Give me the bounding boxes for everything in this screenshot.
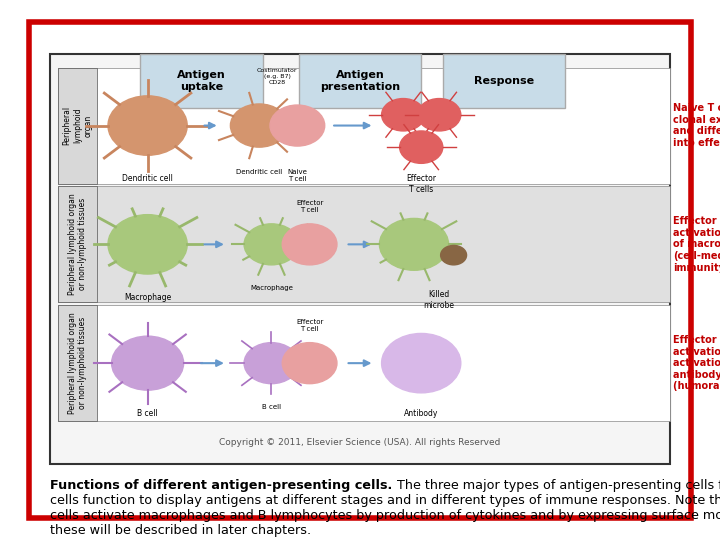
FancyBboxPatch shape xyxy=(58,68,97,184)
Text: Dendritic cell: Dendritic cell xyxy=(122,174,173,183)
Text: B cell: B cell xyxy=(138,409,158,418)
Text: Antigen
uptake: Antigen uptake xyxy=(177,70,226,92)
Text: these will be described in later chapters.: these will be described in later chapter… xyxy=(50,524,312,537)
Text: Peripheral lymphoid organ
or non-lymphoid tissues: Peripheral lymphoid organ or non-lymphoi… xyxy=(68,312,87,414)
Circle shape xyxy=(244,224,299,265)
Circle shape xyxy=(112,336,184,390)
Text: Copyright © 2011, Elsevier Science (USA). All rights Reserved: Copyright © 2011, Elsevier Science (USA)… xyxy=(220,438,500,447)
Circle shape xyxy=(400,131,443,163)
FancyBboxPatch shape xyxy=(58,305,97,421)
FancyBboxPatch shape xyxy=(58,68,670,184)
Text: Killed
microbe: Killed microbe xyxy=(423,291,455,309)
Text: cells activate macrophages and B lymphocytes by production of cytokines and by e: cells activate macrophages and B lymphoc… xyxy=(50,509,720,522)
Text: Antigen
presentation: Antigen presentation xyxy=(320,70,400,92)
Text: Effector
T cell: Effector T cell xyxy=(296,319,323,332)
FancyBboxPatch shape xyxy=(58,186,670,302)
Circle shape xyxy=(270,105,325,146)
Circle shape xyxy=(244,342,299,383)
Text: Effector
T cells: Effector T cells xyxy=(406,174,436,193)
Circle shape xyxy=(108,96,187,156)
Text: B cell: B cell xyxy=(262,404,281,410)
Text: Dendritic cell: Dendritic cell xyxy=(236,168,282,175)
Circle shape xyxy=(382,333,461,393)
Text: The three major types of antigen-presenting cells for CD4+ T: The three major types of antigen-present… xyxy=(392,479,720,492)
Text: Macrophage: Macrophage xyxy=(250,285,293,291)
Text: Peripheral
lymphoid
organ: Peripheral lymphoid organ xyxy=(63,106,92,145)
Text: Functions of different antigen-presenting cells.: Functions of different antigen-presentin… xyxy=(50,479,392,492)
Circle shape xyxy=(230,104,288,147)
Text: Effector T cell
activation; activation
of macrophages
(cell-mediated
immunity): Effector T cell activation; activation o… xyxy=(673,216,720,273)
Text: cells function to display antigens at different stages and in different types of: cells function to display antigens at di… xyxy=(50,494,720,507)
Text: Naive T cell activation;
clonal expansion
and differentiation
into effector T ce: Naive T cell activation; clonal expansio… xyxy=(673,103,720,148)
Text: Peripheral lymphoid organ
or non-lymphoid tissues: Peripheral lymphoid organ or non-lymphoi… xyxy=(68,193,87,295)
Circle shape xyxy=(108,215,187,274)
Circle shape xyxy=(382,98,425,131)
Text: Effector T cell
activation; B cell
activation and
antibody production
(humoral i: Effector T cell activation; B cell activ… xyxy=(673,335,720,392)
Text: Macrophage: Macrophage xyxy=(124,293,171,302)
Text: Antibody: Antibody xyxy=(404,409,438,418)
Text: Naive
T cell: Naive T cell xyxy=(287,168,307,182)
FancyBboxPatch shape xyxy=(58,186,97,302)
FancyBboxPatch shape xyxy=(58,305,670,421)
Circle shape xyxy=(282,342,337,383)
Circle shape xyxy=(282,224,337,265)
Circle shape xyxy=(379,218,449,271)
Text: Response: Response xyxy=(474,76,534,86)
Text: Costimulator
(e.g. B7)
CD28: Costimulator (e.g. B7) CD28 xyxy=(257,68,297,85)
Circle shape xyxy=(441,246,467,265)
FancyBboxPatch shape xyxy=(443,54,565,108)
FancyBboxPatch shape xyxy=(50,54,670,464)
Circle shape xyxy=(418,98,461,131)
Text: Effector
T cell: Effector T cell xyxy=(296,200,323,213)
FancyBboxPatch shape xyxy=(140,54,263,108)
FancyBboxPatch shape xyxy=(299,54,421,108)
